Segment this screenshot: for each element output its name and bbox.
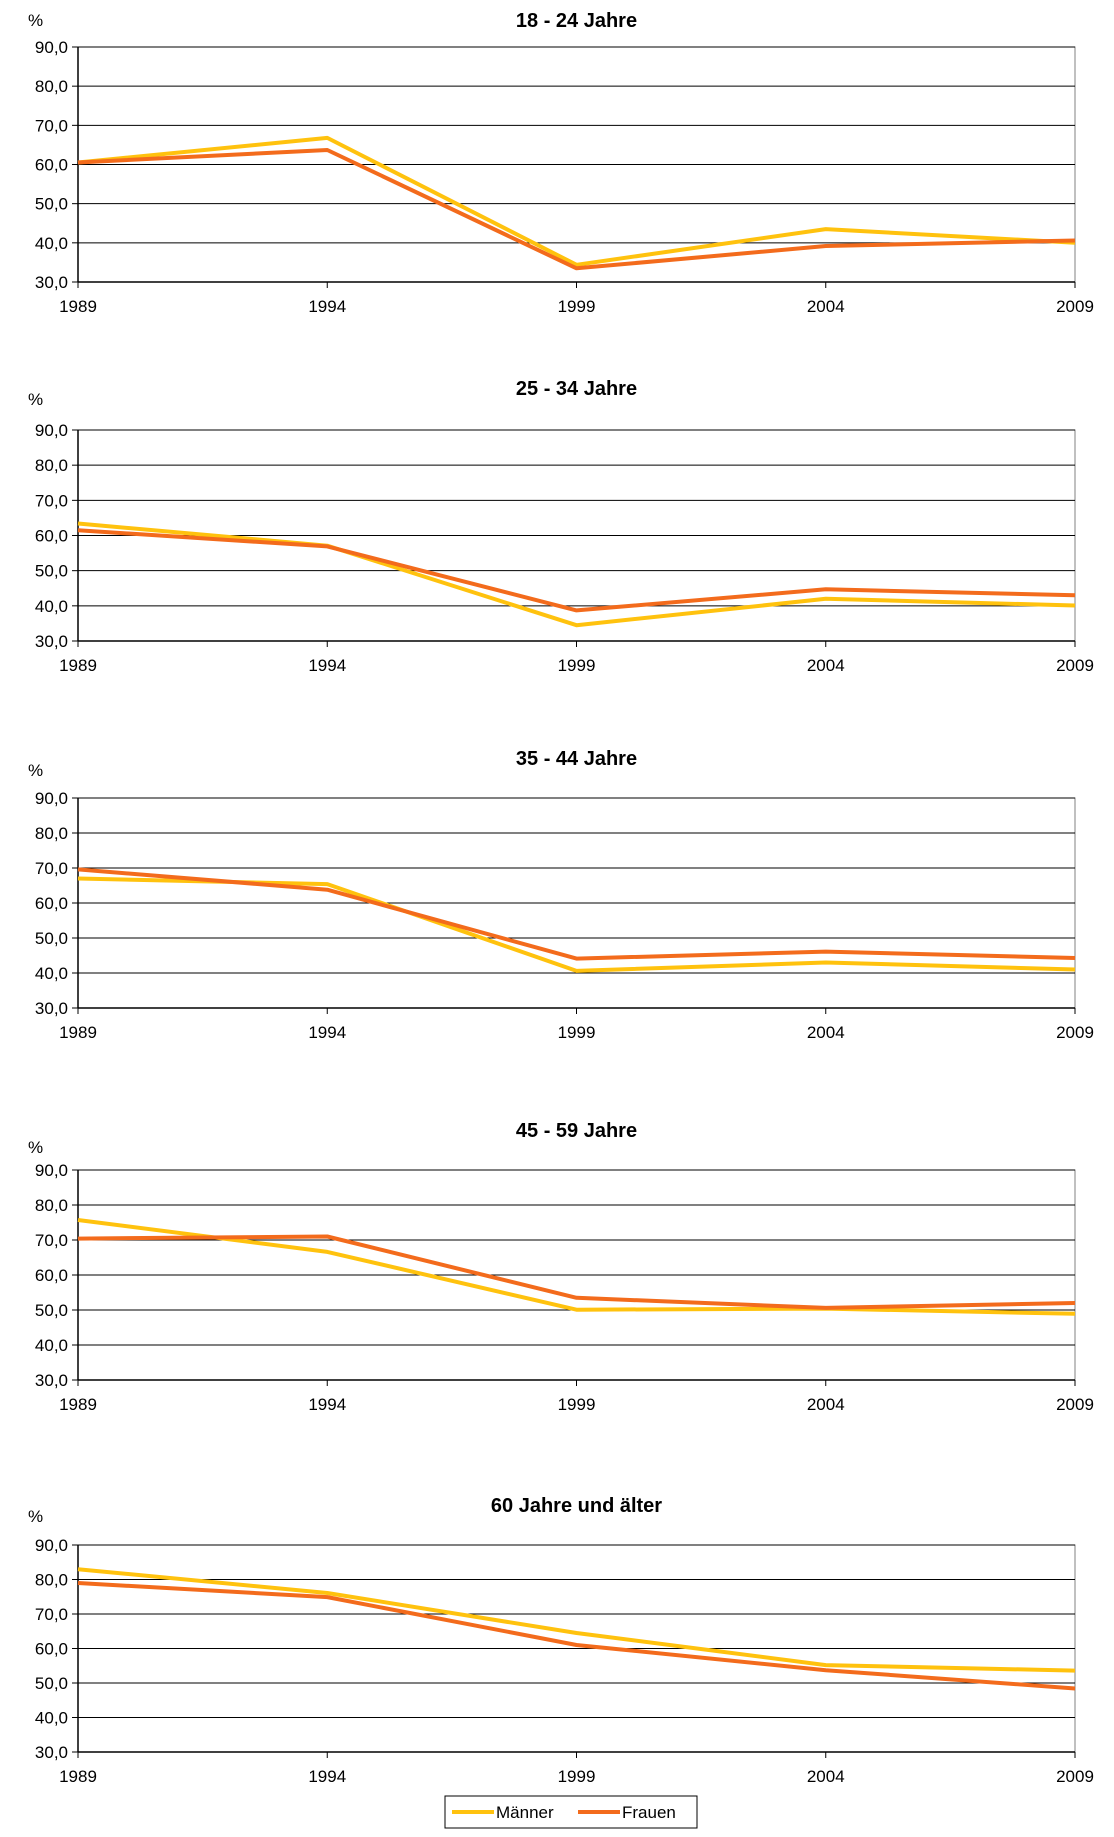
chart-title: 35 - 44 Jahre bbox=[516, 748, 637, 770]
y-tick-label: 70,0 bbox=[35, 1231, 68, 1250]
series-line-maenner bbox=[77, 1567, 1076, 1673]
x-tick-label: 1999 bbox=[558, 1023, 596, 1042]
x-tick-label: 1999 bbox=[558, 297, 596, 316]
y-tick-label: 70,0 bbox=[35, 116, 68, 135]
y-tick-label: 50,0 bbox=[35, 195, 68, 214]
x-tick-label: 1989 bbox=[59, 656, 97, 675]
x-tick-label: 2009 bbox=[1056, 297, 1094, 316]
x-tick-label: 2004 bbox=[807, 1395, 845, 1414]
x-tick-label: 2004 bbox=[807, 1023, 845, 1042]
y-tick-label: 40,0 bbox=[35, 964, 68, 983]
x-tick-label: 1994 bbox=[308, 297, 346, 316]
chart-title: 25 - 34 Jahre bbox=[516, 378, 637, 400]
y-axis-unit-label: % bbox=[28, 761, 43, 780]
y-tick-label: 30,0 bbox=[35, 1371, 68, 1390]
y-axis-unit-label: % bbox=[28, 1138, 43, 1157]
series-line-maenner bbox=[77, 135, 1076, 267]
y-tick-label: 90,0 bbox=[35, 1161, 68, 1180]
chart-panel-2: 25 - 34 Jahre% 30,0 40,0 50,0 60,0 70,0 80,0 90… bbox=[28, 378, 1094, 675]
y-tick-label: 60,0 bbox=[35, 894, 68, 913]
x-tick-label: 1989 bbox=[59, 1395, 97, 1414]
y-tick-label: 80,0 bbox=[35, 77, 68, 96]
series-line-frauen bbox=[77, 1581, 1076, 1691]
y-tick-label: 80,0 bbox=[35, 824, 68, 843]
x-tick-label: 2009 bbox=[1056, 656, 1094, 675]
x-tick-label: 1994 bbox=[308, 1767, 346, 1786]
legend-label-frauen: Frauen bbox=[622, 1803, 676, 1822]
y-tick-label: 60,0 bbox=[35, 527, 68, 546]
series-line-maenner bbox=[77, 521, 1076, 628]
y-tick-label: 60,0 bbox=[35, 156, 68, 175]
chart-panel-5: 60 Jahre und älter% 30,0 40,0 50,0 60,0 70,0 8… bbox=[28, 1495, 1094, 1786]
y-tick-label: 30,0 bbox=[35, 632, 68, 651]
chart-panel-3: 35 - 44 Jahre% 30,0 40,0 50,0 60,0 70,0 80,0 90… bbox=[28, 748, 1094, 1042]
y-tick-label: 60,0 bbox=[35, 1266, 68, 1285]
chart-panel-1: 18 - 24 Jahre% 30,0 40,0 50,0 60,0 70,0 80,0 90… bbox=[28, 10, 1094, 316]
y-axis-unit-label: % bbox=[28, 1507, 43, 1526]
chart-title: 18 - 24 Jahre bbox=[516, 10, 637, 32]
series-line-frauen bbox=[77, 1234, 1076, 1310]
x-tick-label: 2009 bbox=[1056, 1023, 1094, 1042]
y-tick-label: 40,0 bbox=[35, 234, 68, 253]
y-tick-label: 30,0 bbox=[35, 1743, 68, 1762]
x-tick-label: 1999 bbox=[558, 1767, 596, 1786]
x-tick-label: 2004 bbox=[807, 297, 845, 316]
x-tick-label: 1989 bbox=[59, 297, 97, 316]
x-tick-label: 1999 bbox=[558, 1395, 596, 1414]
x-tick-label: 1999 bbox=[558, 656, 596, 675]
y-tick-label: 80,0 bbox=[35, 456, 68, 475]
y-tick-label: 50,0 bbox=[35, 562, 68, 581]
legend-label-maenner: Männer bbox=[496, 1803, 554, 1822]
x-tick-label: 1989 bbox=[59, 1767, 97, 1786]
x-tick-label: 1994 bbox=[308, 1395, 346, 1414]
y-tick-label: 50,0 bbox=[35, 1674, 68, 1693]
chart-title: 45 - 59 Jahre bbox=[516, 1120, 637, 1142]
y-tick-label: 60,0 bbox=[35, 1640, 68, 1659]
y-tick-label: 90,0 bbox=[35, 789, 68, 808]
y-tick-label: 80,0 bbox=[35, 1571, 68, 1590]
y-tick-label: 80,0 bbox=[35, 1196, 68, 1215]
series-line-frauen bbox=[77, 528, 1076, 613]
y-tick-label: 30,0 bbox=[35, 273, 68, 292]
series-line-frauen bbox=[77, 867, 1076, 961]
y-tick-label: 40,0 bbox=[35, 597, 68, 616]
y-axis-unit-label: % bbox=[28, 11, 43, 30]
y-tick-label: 40,0 bbox=[35, 1709, 68, 1728]
chart-panel-4: 45 - 59 Jahre% 30,0 40,0 50,0 60,0 70,0 80,0 90… bbox=[28, 1120, 1094, 1414]
chart-title: 60 Jahre und älter bbox=[491, 1495, 662, 1517]
y-tick-label: 50,0 bbox=[35, 1301, 68, 1320]
y-tick-label: 70,0 bbox=[35, 1605, 68, 1624]
y-tick-label: 90,0 bbox=[35, 1536, 68, 1555]
x-tick-label: 2004 bbox=[807, 1767, 845, 1786]
legend: Männer Frauen bbox=[444, 1795, 698, 1829]
y-tick-label: 90,0 bbox=[35, 421, 68, 440]
x-tick-label: 1994 bbox=[308, 656, 346, 675]
x-tick-label: 1994 bbox=[308, 1023, 346, 1042]
x-tick-label: 2009 bbox=[1056, 1767, 1094, 1786]
y-tick-label: 70,0 bbox=[35, 859, 68, 878]
y-tick-label: 30,0 bbox=[35, 999, 68, 1018]
x-tick-label: 2009 bbox=[1056, 1395, 1094, 1414]
y-tick-label: 70,0 bbox=[35, 491, 68, 510]
y-axis-unit-label: % bbox=[28, 390, 43, 409]
y-tick-label: 50,0 bbox=[35, 929, 68, 948]
series-line-frauen bbox=[77, 148, 1076, 271]
y-tick-label: 40,0 bbox=[35, 1336, 68, 1355]
series-line-maenner bbox=[77, 1218, 1076, 1316]
x-tick-label: 1989 bbox=[59, 1023, 97, 1042]
x-tick-label: 2004 bbox=[807, 656, 845, 675]
y-tick-label: 90,0 bbox=[35, 38, 68, 57]
